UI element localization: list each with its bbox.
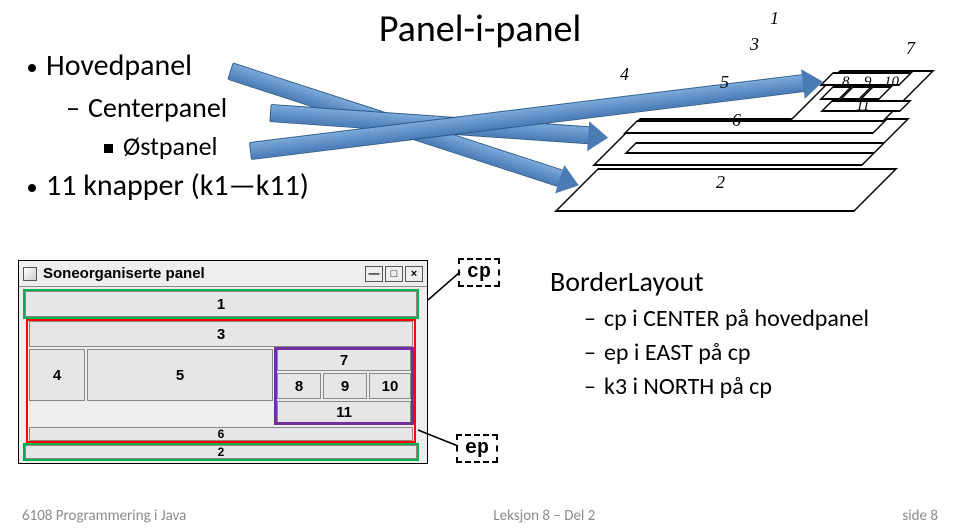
note-borderlayout: BorderLayout — [550, 262, 869, 302]
footer-left: 6108 Programmering i Java — [22, 507, 186, 525]
btn-k8[interactable]: 8 — [277, 373, 321, 399]
btn-k9[interactable]: 9 — [323, 373, 367, 399]
window-titlebar: Soneorganiserte panel — □ × — [19, 261, 427, 287]
btn-k2[interactable]: 2 — [25, 445, 417, 459]
slide-title: Panel-i-panel — [379, 6, 581, 52]
note-ep-east-label: ep i EAST på cp — [604, 338, 751, 367]
bullet-hovedpanel-label: Hovedpanel — [46, 47, 192, 84]
note-cp-center: –cp i CENTER på hovedpanel — [584, 302, 869, 336]
window-title: Soneorganiserte panel — [43, 265, 205, 282]
btn-k3[interactable]: 3 — [29, 321, 413, 347]
btn-k1[interactable]: 1 — [25, 291, 417, 317]
btn-k11[interactable]: 11 — [277, 401, 411, 423]
panel-area: 1 3 4 5 7 8 9 10 11 6 2 — [19, 287, 427, 463]
exp-lbl-8: 8 — [842, 74, 850, 91]
label-cp: cp — [458, 258, 500, 287]
close-button[interactable]: × — [405, 266, 423, 282]
right-notes: BorderLayout –cp i CENTER på hovedpanel … — [550, 262, 869, 404]
exp-lbl-10: 10 — [884, 74, 899, 91]
bullet-knapper: 11 knapper (k1—k11) — [28, 164, 309, 208]
exp-lbl-2: 2 — [716, 172, 725, 193]
exp-lbl-1: 1 — [770, 8, 779, 29]
exploded-diagram: 1 3 4 5 7 8 9 10 11 6 2 — [560, 8, 940, 228]
exp-lbl-4: 4 — [620, 64, 629, 85]
note-cp-center-label: cp i CENTER på hovedpanel — [604, 304, 869, 333]
exp-lbl-3: 3 — [750, 34, 759, 55]
window-soneorganiserte: Soneorganiserte panel — □ × 1 3 4 5 7 8 … — [18, 260, 428, 464]
exp-lbl-6: 6 — [732, 110, 741, 131]
minimize-button[interactable]: — — [365, 266, 383, 282]
exp-lbl-7: 7 — [906, 38, 915, 59]
note-k3-north: –k3 i NORTH på cp — [584, 370, 869, 404]
bullet-knapper-label: 11 knapper (k1—k11) — [46, 167, 309, 204]
btn-k10[interactable]: 10 — [369, 373, 411, 399]
note-ep-east: –ep i EAST på cp — [584, 336, 869, 370]
footer: 6108 Programmering i Java Leksjon 8 – De… — [0, 507, 960, 525]
footer-right: side 8 — [902, 507, 938, 525]
exp-lbl-11: 11 — [856, 98, 870, 115]
footer-center: Leksjon 8 – Del 2 — [493, 507, 595, 525]
btn-k7[interactable]: 7 — [277, 349, 411, 371]
bullet-centerpanel-label: Centerpanel — [88, 90, 227, 125]
bullet-list: Hovedpanel –Centerpanel Østpanel 11 knap… — [28, 44, 309, 208]
btn-k6[interactable]: 6 — [29, 427, 413, 441]
exp-lbl-5: 5 — [720, 72, 729, 93]
btn-k5[interactable]: 5 — [87, 349, 273, 401]
btn-k4[interactable]: 4 — [29, 349, 85, 401]
note-k3-north-label: k3 i NORTH på cp — [604, 372, 772, 401]
exp-lbl-9: 9 — [864, 74, 872, 91]
label-ep: ep — [456, 434, 498, 463]
maximize-button[interactable]: □ — [385, 266, 403, 282]
bullet-ostpanel-label: Østpanel — [123, 130, 218, 162]
window-sys-icon — [23, 267, 37, 281]
